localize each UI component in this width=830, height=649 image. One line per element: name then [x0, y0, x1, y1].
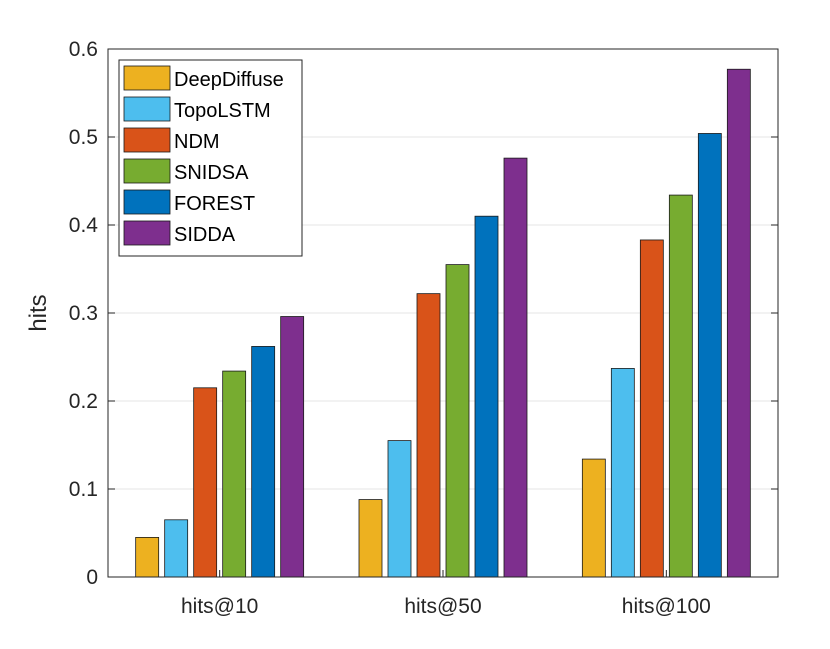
x-axis-ticks: hits@10 hits@50 hits@100 [181, 570, 711, 618]
x-tick-label: hits@100 [622, 595, 711, 618]
bar-ndm-hits-100 [639, 239, 664, 578]
legend-swatch-ndm [123, 127, 171, 153]
legend-swatch-sidda [123, 220, 171, 246]
y-tick-label: 0.3 [69, 302, 98, 325]
legend-label-deepdiffuse: DeepDiffuse [174, 69, 284, 91]
bar-sidda-hits-10 [280, 316, 305, 578]
legend-label-ndm: NDM [174, 131, 220, 153]
y-tick-label: 0 [86, 566, 98, 589]
bar-forest-hits-50 [474, 215, 499, 578]
y-tick-label: 0.1 [69, 478, 98, 501]
legend-label-forest: FOREST [174, 193, 255, 215]
legend-swatch-forest [123, 189, 171, 215]
bar-forest-hits-100 [697, 133, 722, 578]
bar-deepdiffuse-hits-100 [581, 458, 606, 578]
x-tick-label: hits@10 [181, 595, 258, 618]
y-axis-ticks: 0 0.1 0.2 0.3 0.4 0.5 0.6 [69, 38, 778, 589]
x-tick-label: hits@50 [404, 595, 481, 618]
legend-swatch-snidsa [123, 158, 171, 184]
bar-ndm-hits-50 [416, 293, 441, 578]
bar-topolstm-hits-100 [610, 368, 635, 578]
bar-sidda-hits-50 [503, 157, 528, 578]
bar-topolstm-hits-50 [387, 440, 412, 578]
legend: DeepDiffuse TopoLSTM NDM SNIDSA FOREST SIDDA [118, 59, 303, 257]
legend-swatch-deepdiffuse [123, 65, 171, 91]
bar-sidda-hits-100 [726, 68, 751, 578]
y-axis-title: hits [25, 294, 52, 331]
bar-snidsa-hits-100 [668, 194, 693, 578]
legend-label-sidda: SIDDA [174, 224, 236, 246]
bar-snidsa-hits-50 [445, 264, 470, 578]
y-tick-label: 0.5 [69, 126, 98, 149]
y-tick-label: 0.4 [69, 214, 99, 237]
bar-ndm-hits-10 [193, 387, 218, 578]
bar-deepdiffuse-hits-10 [135, 537, 160, 578]
bar-forest-hits-10 [251, 346, 276, 578]
bar-topolstm-hits-10 [164, 519, 189, 578]
bar-snidsa-hits-10 [222, 370, 247, 578]
legend-swatch-topolstm [123, 96, 171, 122]
y-tick-label: 0.2 [69, 390, 98, 413]
bar-deepdiffuse-hits-50 [358, 499, 383, 578]
legend-label-snidsa: SNIDSA [174, 162, 249, 184]
y-tick-label: 0.6 [69, 38, 98, 61]
legend-label-topolstm: TopoLSTM [174, 100, 271, 122]
